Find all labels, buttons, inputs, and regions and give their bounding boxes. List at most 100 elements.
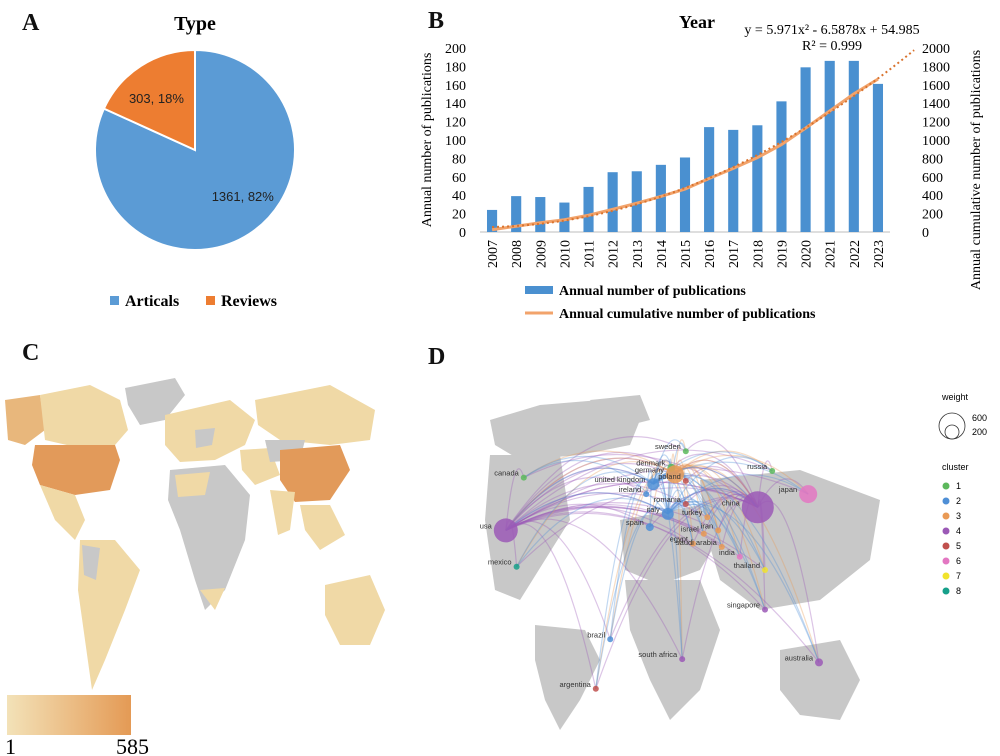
node-poland — [682, 477, 689, 484]
node-china — [741, 491, 774, 524]
bar-2012 — [607, 172, 618, 232]
link-6 — [505, 476, 647, 531]
usa-shape — [32, 445, 120, 495]
node-argentina — [592, 685, 599, 692]
weight-legend-200: 200 — [972, 427, 987, 437]
link-3 — [505, 520, 611, 640]
australia-net-shape — [780, 640, 860, 720]
node-label-singapore: singapore — [727, 601, 760, 610]
y2-axis-label: Annual cumulative number of publications — [969, 50, 984, 290]
link-54 — [523, 450, 676, 479]
link-18 — [505, 505, 723, 548]
link-30 — [595, 498, 759, 689]
bar-2014 — [655, 164, 666, 232]
node-israel — [700, 530, 707, 537]
china-shape — [280, 445, 350, 502]
node-label-china: china — [722, 498, 741, 507]
legend-swatch-reviews — [206, 296, 215, 305]
weight-circle-small — [944, 424, 960, 440]
node-label-sweden: sweden — [655, 442, 681, 451]
node-label-canada: canada — [494, 469, 519, 478]
y-tick-160: 160 — [445, 79, 466, 94]
scale-max-label: 585 — [116, 734, 149, 756]
pie-legend: Articals Reviews — [110, 293, 277, 310]
link-20 — [505, 449, 773, 531]
y2-tick-1400: 1400 — [922, 97, 950, 112]
x-tick-2016: 2016 — [703, 240, 718, 268]
node-mexico — [513, 563, 520, 570]
link-55 — [516, 461, 676, 567]
publications-chart: Year y = 5.971x² - 6.5878x + 54.985 R² =… — [420, 12, 984, 322]
node-label-russia: russia — [747, 462, 768, 471]
node-label-argentina: argentina — [560, 680, 592, 689]
node-canada — [520, 474, 527, 481]
legend-label-reviews: Reviews — [221, 293, 277, 310]
node-label-poland: poland — [658, 472, 681, 481]
link-107 — [516, 497, 669, 568]
node-label-australia: australia — [785, 653, 814, 662]
link-104 — [505, 492, 669, 531]
x-tick-2017: 2017 — [727, 240, 742, 268]
pie-label-reviews: 303, 18% — [129, 91, 184, 106]
link-24 — [505, 518, 683, 660]
bar-2023 — [872, 83, 884, 232]
link-21 — [505, 467, 809, 531]
link-5 — [505, 467, 654, 531]
cluster-swatch-3 — [942, 512, 950, 520]
link-34 — [685, 439, 759, 508]
link-127 — [667, 503, 766, 610]
link-13 — [505, 492, 669, 531]
y-tick-20: 20 — [452, 208, 466, 223]
link-112 — [667, 458, 672, 514]
link-25 — [505, 512, 820, 663]
link-72 — [674, 450, 773, 475]
greenland-net-shape — [590, 395, 650, 430]
x-tick-2008: 2008 — [510, 240, 525, 268]
link-10 — [505, 462, 687, 531]
link-22 — [505, 506, 766, 571]
legend-bar-label: Annual number of publications — [559, 284, 746, 299]
node-label-brazil: brazil — [587, 630, 605, 639]
node-australia — [815, 658, 823, 667]
node-label-denmark: denmark — [636, 459, 665, 468]
legend-label-articals: Articals — [125, 293, 179, 310]
link-120 — [667, 498, 719, 531]
link-126 — [667, 500, 766, 571]
europe-net-shape — [620, 505, 715, 585]
link-8 — [505, 436, 687, 531]
node-label-india: india — [719, 548, 736, 557]
link-81 — [516, 471, 654, 567]
link-27 — [523, 453, 759, 508]
node-label-saudi-arabia: saudi arabia — [676, 538, 718, 547]
node-germany — [666, 465, 684, 484]
node-united-kingdom — [647, 478, 660, 491]
y-tick-100: 100 — [445, 134, 466, 149]
y2-tick-400: 400 — [922, 189, 943, 204]
y-tick-120: 120 — [445, 116, 466, 131]
link-116 — [667, 489, 687, 515]
y-tick-140: 140 — [445, 97, 466, 112]
node-label-egypt: egypt — [670, 535, 689, 544]
trend-line — [492, 49, 915, 228]
node-singapore — [762, 606, 768, 613]
link-28 — [516, 487, 759, 568]
node-label-spain: spain — [626, 518, 644, 527]
europe-gray — [195, 428, 215, 448]
pie-label-articals: 1361, 82% — [212, 189, 275, 204]
link-57 — [595, 468, 676, 689]
y-tick-40: 40 — [452, 189, 466, 204]
node-turkey — [704, 514, 711, 521]
link-79 — [653, 466, 759, 508]
x-tick-2023: 2023 — [872, 240, 887, 268]
node-romania — [682, 501, 689, 507]
y-tick-200: 200 — [445, 42, 466, 57]
panel-label-c: C — [22, 340, 40, 366]
link-31 — [653, 466, 759, 508]
y-tick-180: 180 — [445, 60, 466, 75]
cluster-label-2: 2 — [956, 496, 961, 506]
x-tick-2022: 2022 — [848, 240, 863, 268]
x-axis-ticks: 2007 2008 2009 2010 2011 2012 2013 2014 2015 2016… — [486, 240, 887, 268]
south-america-net-shape — [535, 625, 600, 730]
y-axis-ticks: 0204060801001201401601802000200400600800… — [445, 42, 950, 241]
russia-shape — [255, 385, 375, 445]
